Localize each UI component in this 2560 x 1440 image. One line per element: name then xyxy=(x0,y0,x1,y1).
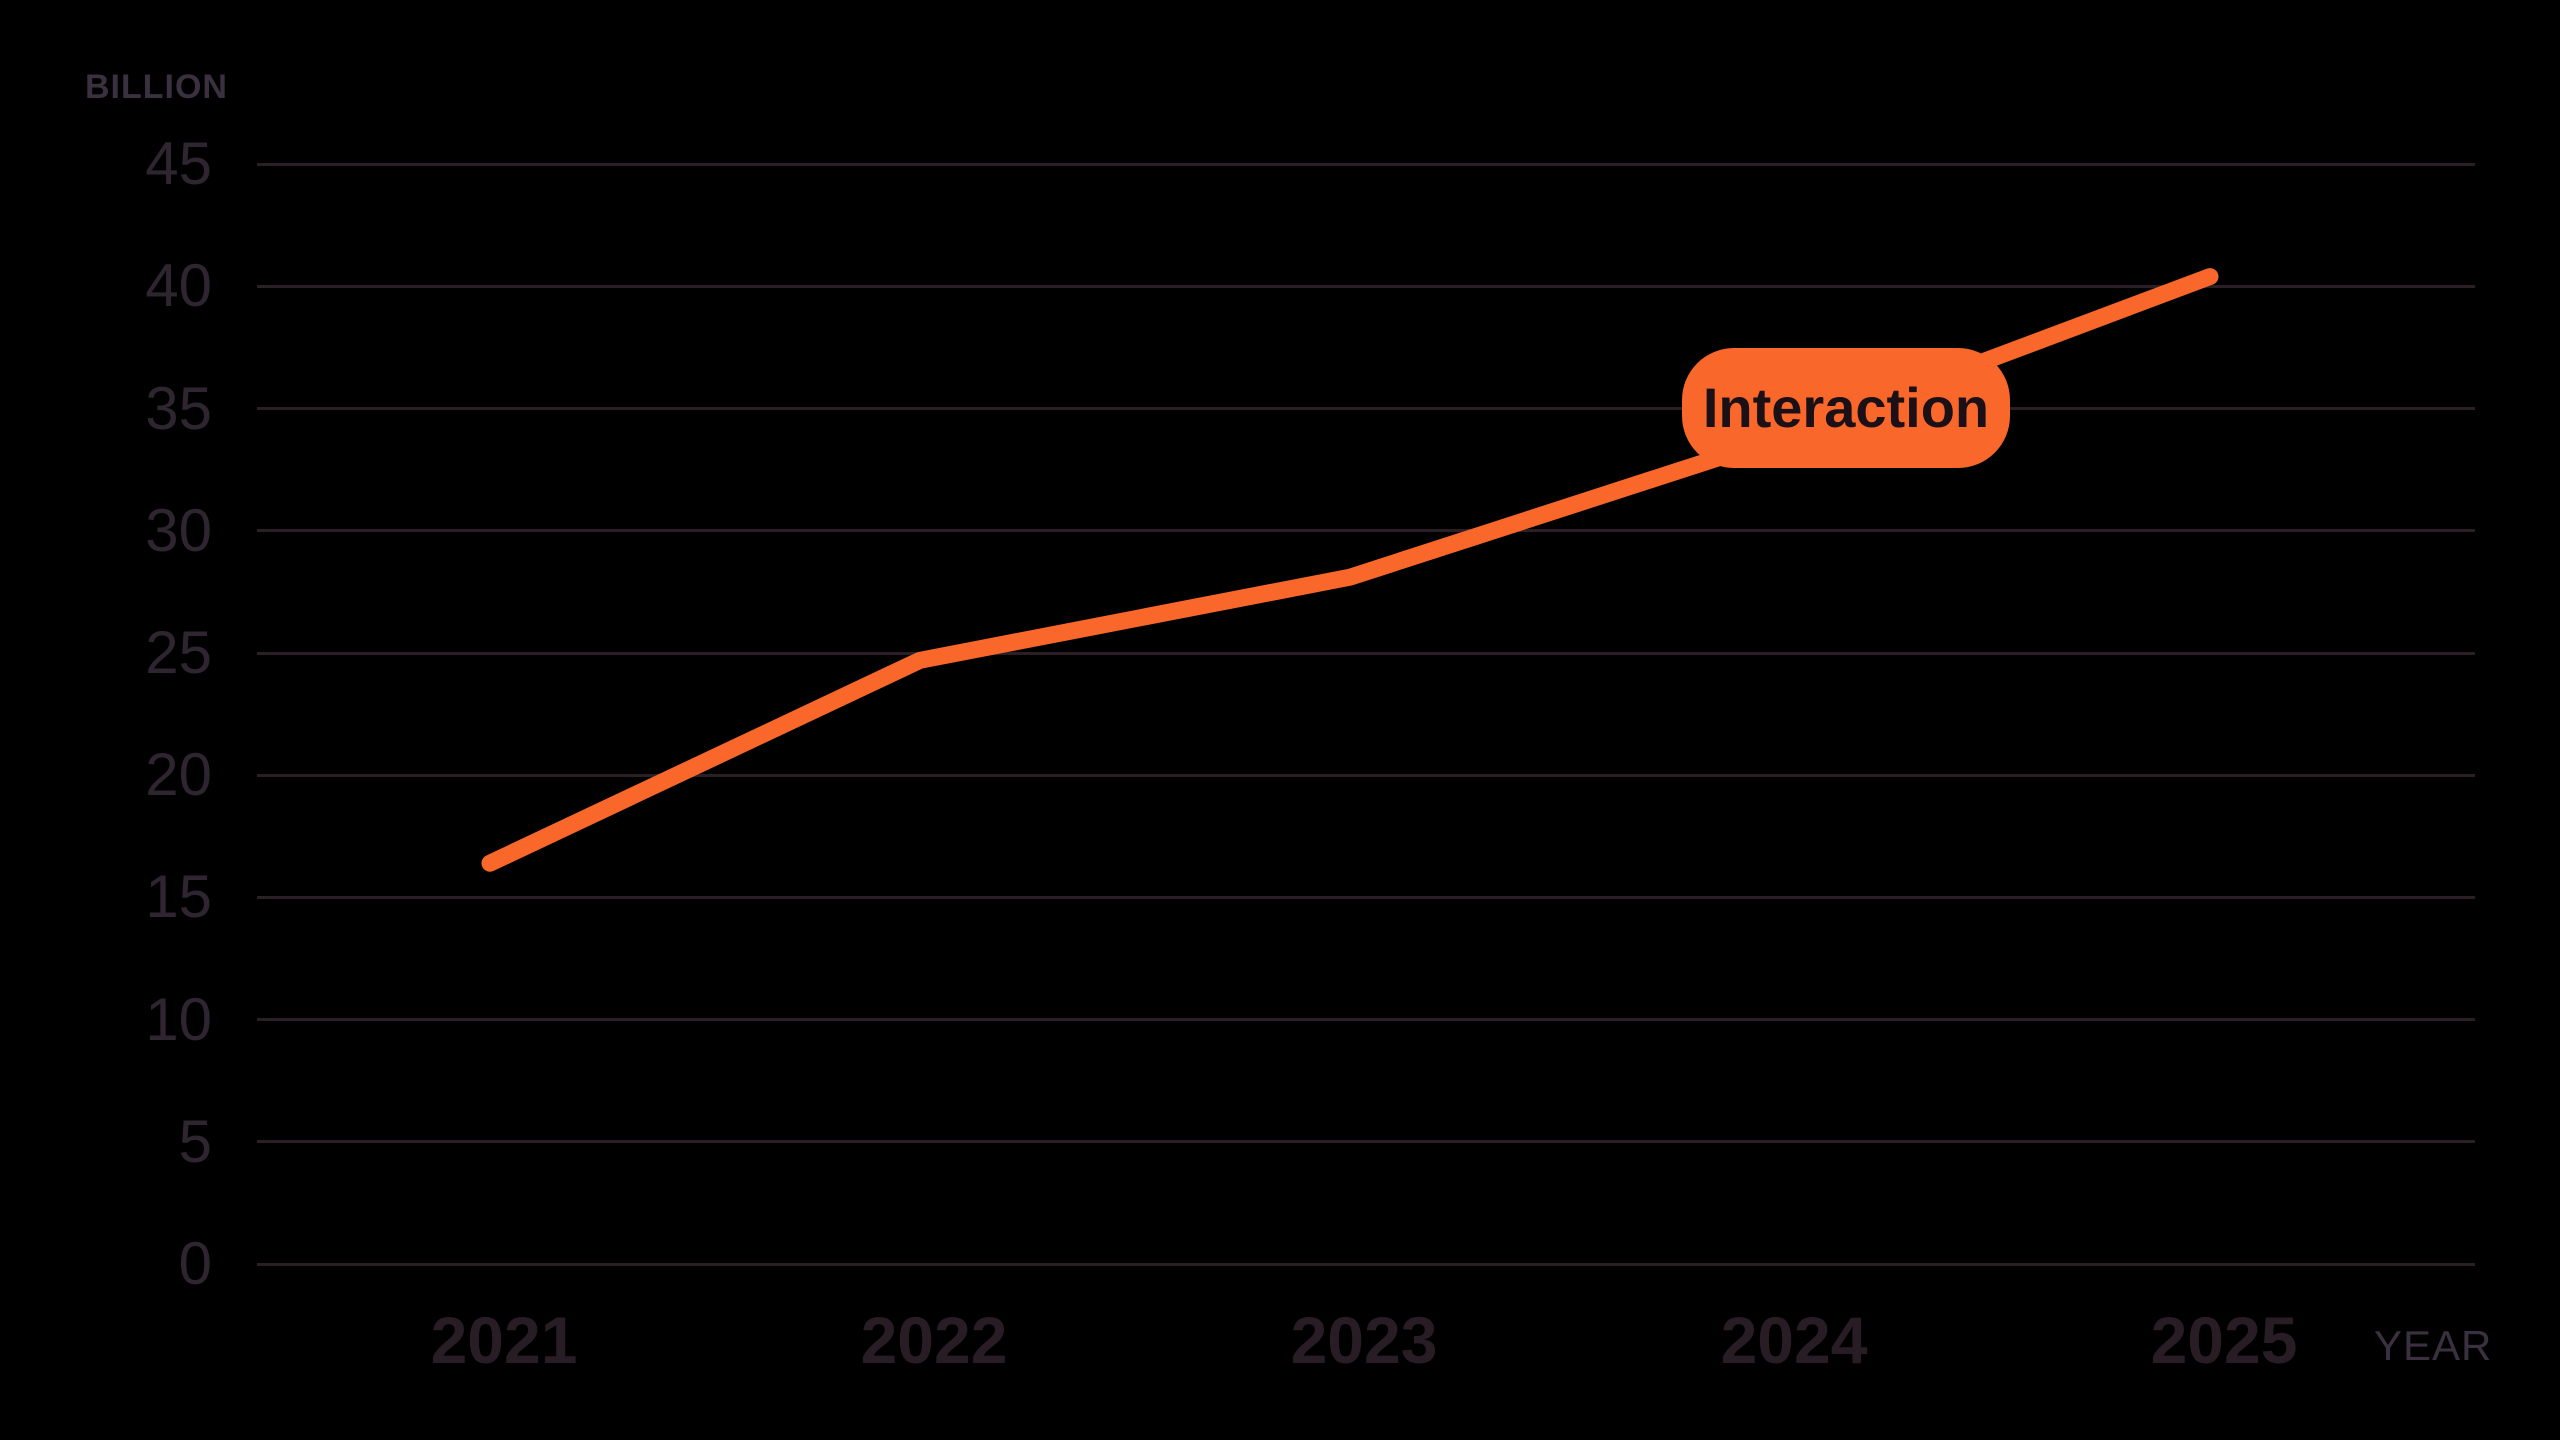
series-annotation-label: Interaction xyxy=(1702,376,1990,439)
y-tick-label: 30 xyxy=(145,496,212,564)
y-tick-label: 0 xyxy=(178,1230,212,1297)
x-axis-caption: YEAR xyxy=(2374,1322,2493,1369)
gridline xyxy=(257,895,2475,899)
y-tick-label: 45 xyxy=(145,130,212,198)
y-tick-label: 35 xyxy=(145,374,212,442)
x-tick-label: 2025 xyxy=(2150,1303,2298,1377)
y-tick-label: 5 xyxy=(178,1107,212,1175)
gridline xyxy=(257,162,2475,166)
x-tick-label: 2024 xyxy=(1720,1303,1868,1377)
x-tick-label: 2021 xyxy=(430,1303,578,1377)
x-tick-label: 2022 xyxy=(860,1303,1008,1377)
gridline xyxy=(257,529,2475,533)
gridline xyxy=(257,651,2475,655)
y-tick-label: 10 xyxy=(145,985,212,1053)
gridline xyxy=(257,407,2475,411)
gridline xyxy=(257,1018,2475,1022)
y-tick-label: 15 xyxy=(145,863,212,931)
y-tick-label: 40 xyxy=(145,252,212,320)
gridline xyxy=(257,773,2475,777)
series-annotation-pill: Interaction xyxy=(1682,348,2010,468)
x-tick-label: 2023 xyxy=(1290,1303,1438,1377)
gridline xyxy=(257,1140,2475,1144)
gridline xyxy=(257,284,2475,288)
y-tick-label: 25 xyxy=(145,619,212,686)
y-axis-caption: BILLION xyxy=(85,68,228,106)
gridline xyxy=(257,1262,2475,1266)
y-tick-label: 20 xyxy=(145,741,212,809)
